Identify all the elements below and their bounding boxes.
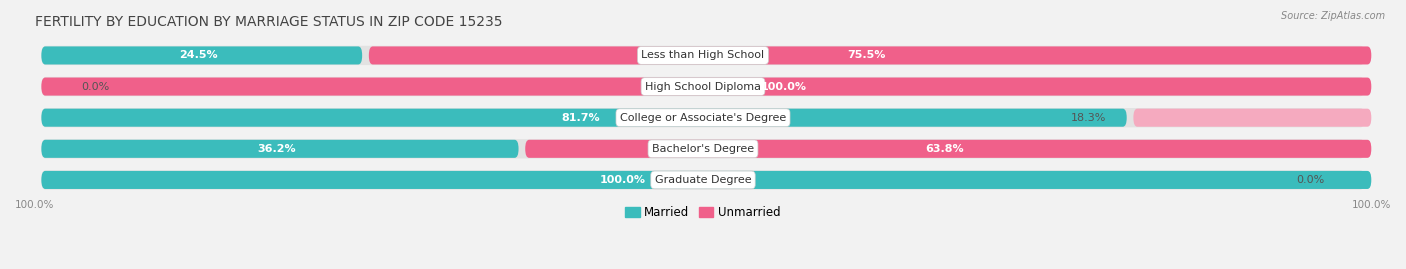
FancyBboxPatch shape — [1133, 109, 1371, 127]
Text: 0.0%: 0.0% — [1296, 175, 1324, 185]
FancyBboxPatch shape — [41, 108, 1365, 127]
Text: 81.7%: 81.7% — [561, 113, 600, 123]
Text: Bachelor's Degree: Bachelor's Degree — [652, 144, 754, 154]
FancyBboxPatch shape — [41, 170, 1365, 190]
FancyBboxPatch shape — [41, 140, 519, 158]
FancyBboxPatch shape — [41, 139, 1365, 158]
Text: 63.8%: 63.8% — [925, 144, 965, 154]
Text: 24.5%: 24.5% — [179, 51, 218, 61]
Text: 100.0%: 100.0% — [761, 82, 806, 91]
FancyBboxPatch shape — [526, 140, 1371, 158]
Legend: Married, Unmarried: Married, Unmarried — [620, 201, 786, 224]
Text: 0.0%: 0.0% — [82, 82, 110, 91]
Text: 75.5%: 75.5% — [848, 51, 886, 61]
FancyBboxPatch shape — [41, 171, 1371, 189]
Text: 100.0%: 100.0% — [600, 175, 645, 185]
Text: Less than High School: Less than High School — [641, 51, 765, 61]
FancyBboxPatch shape — [41, 77, 1365, 96]
Text: 36.2%: 36.2% — [257, 144, 295, 154]
FancyBboxPatch shape — [41, 109, 1126, 127]
Text: High School Diploma: High School Diploma — [645, 82, 761, 91]
FancyBboxPatch shape — [41, 47, 363, 65]
FancyBboxPatch shape — [368, 47, 1371, 65]
Text: 18.3%: 18.3% — [1071, 113, 1107, 123]
Text: College or Associate's Degree: College or Associate's Degree — [620, 113, 786, 123]
FancyBboxPatch shape — [41, 46, 1365, 65]
FancyBboxPatch shape — [41, 77, 1371, 95]
Text: FERTILITY BY EDUCATION BY MARRIAGE STATUS IN ZIP CODE 15235: FERTILITY BY EDUCATION BY MARRIAGE STATU… — [35, 15, 502, 29]
Text: Source: ZipAtlas.com: Source: ZipAtlas.com — [1281, 11, 1385, 21]
Text: Graduate Degree: Graduate Degree — [655, 175, 751, 185]
